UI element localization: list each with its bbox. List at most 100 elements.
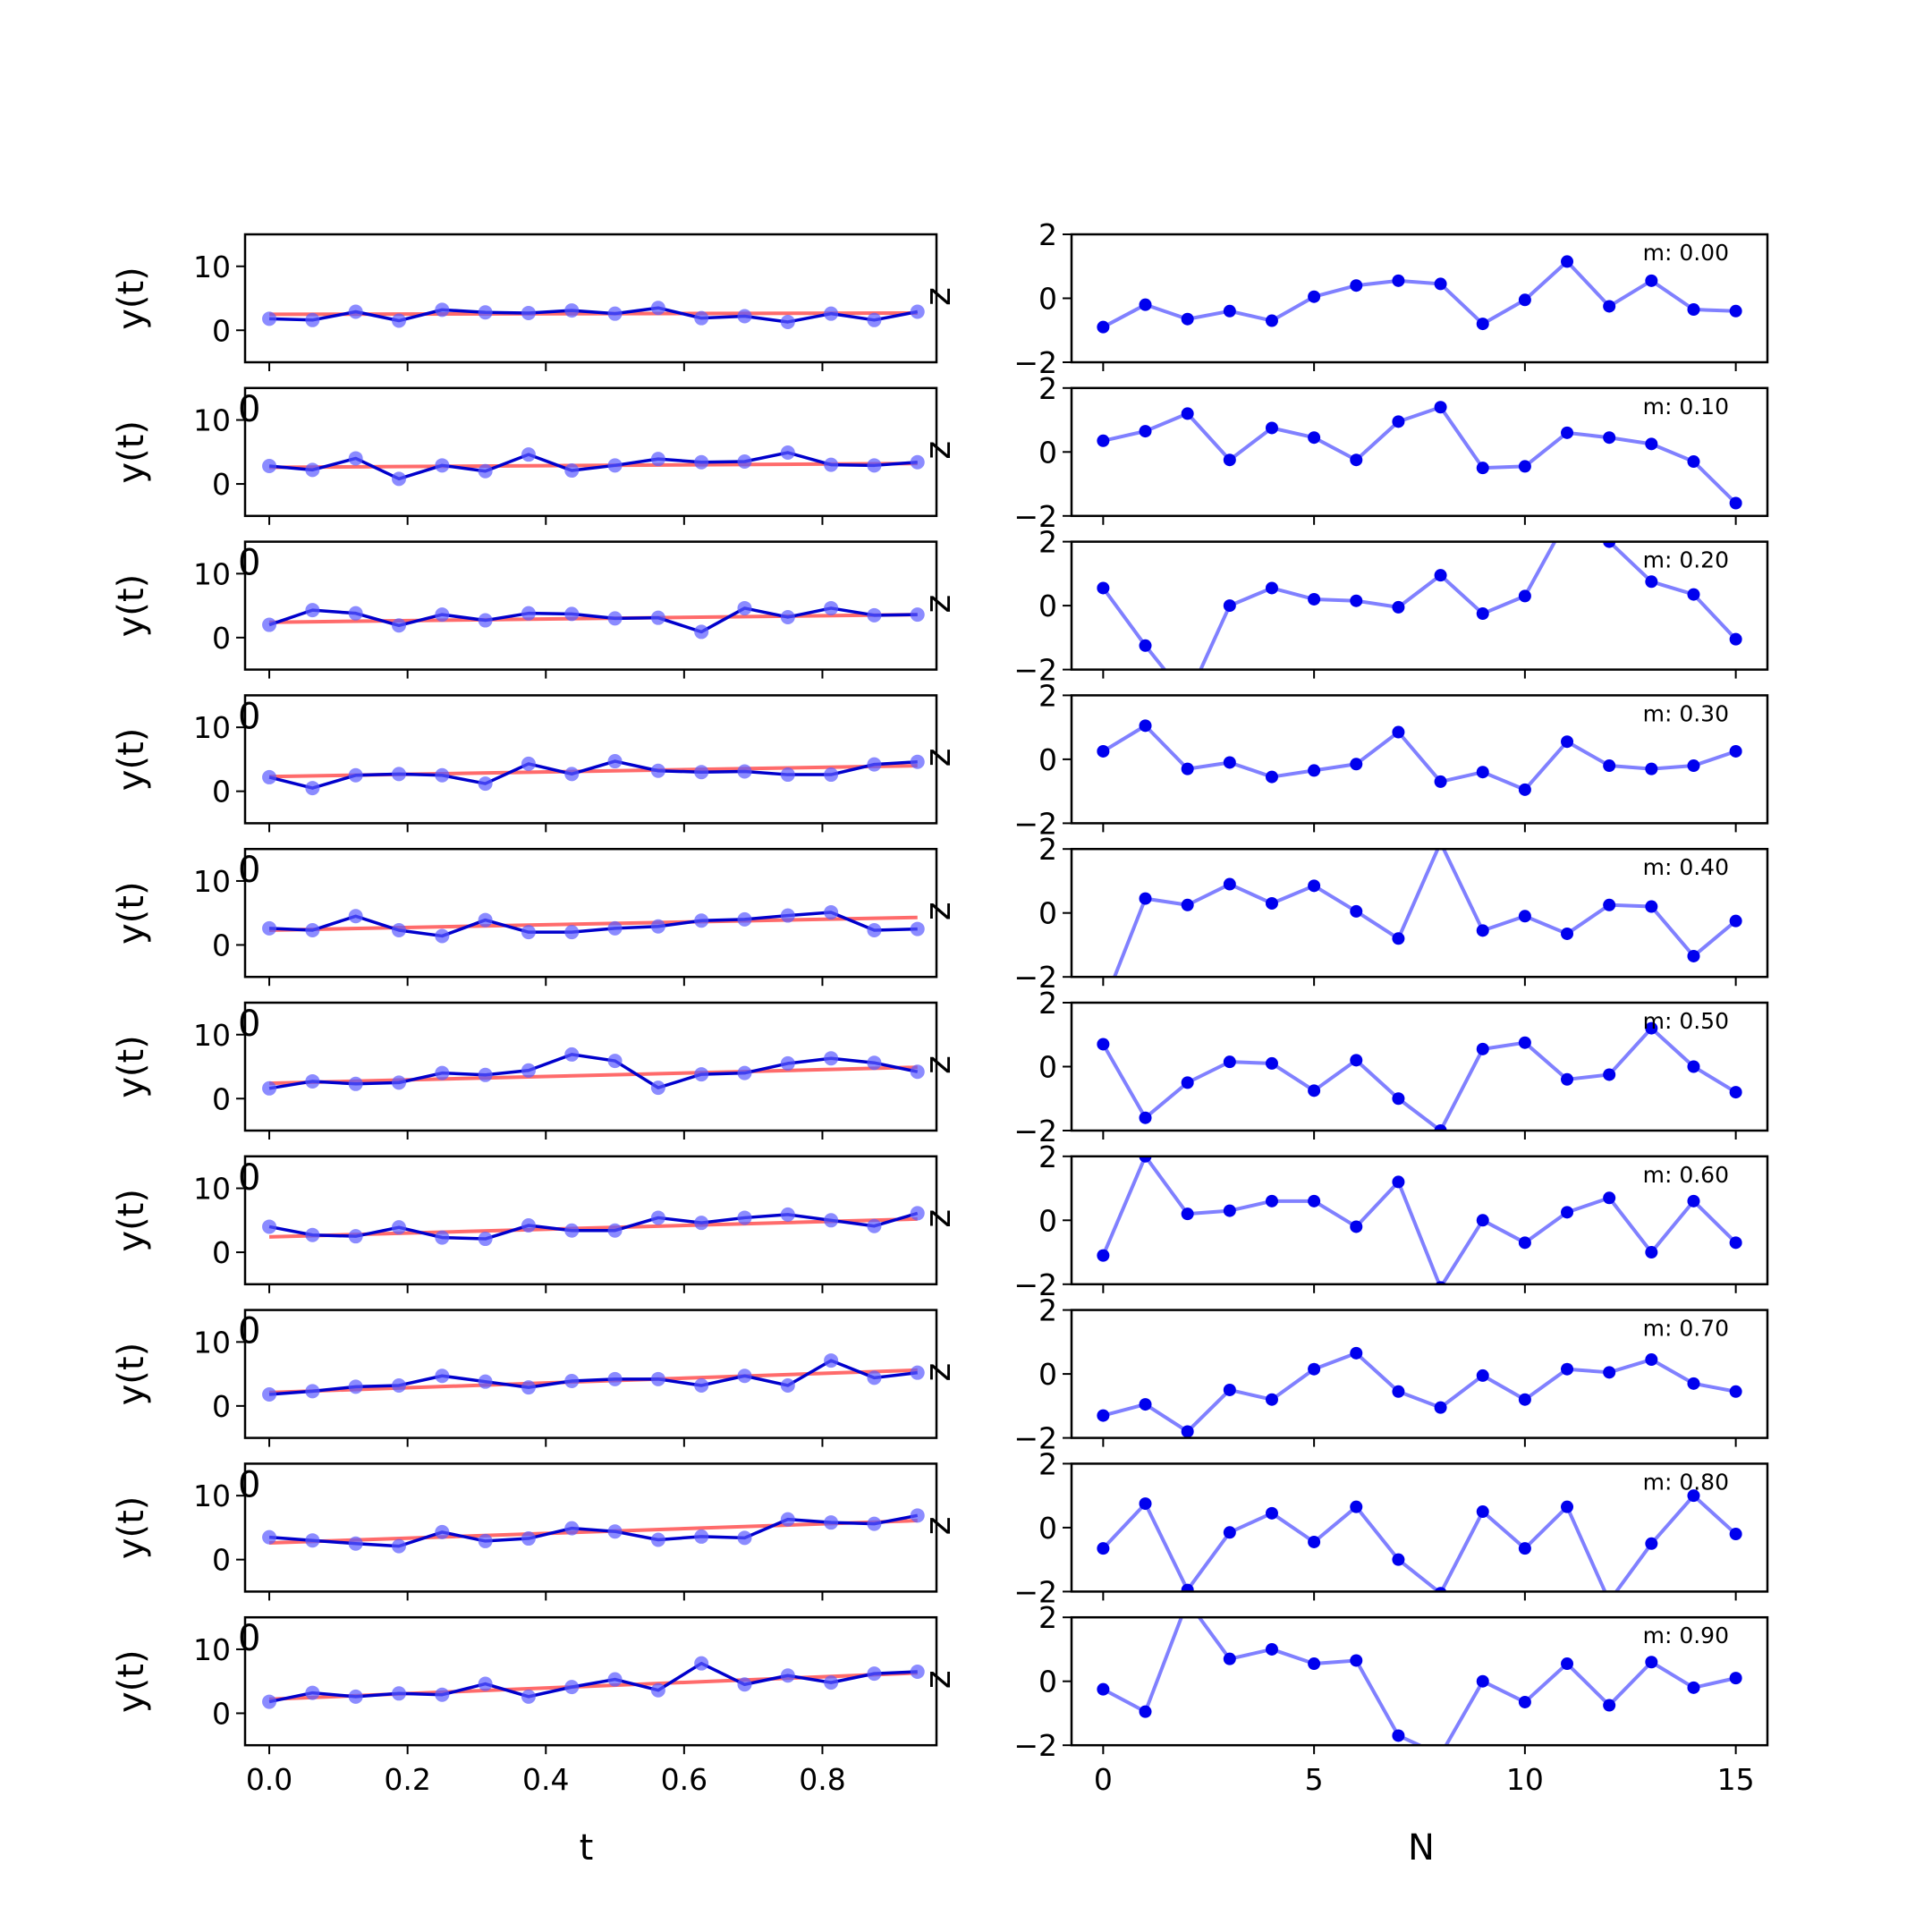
data-point — [262, 1386, 277, 1402]
data-point — [1729, 632, 1742, 646]
data-point — [694, 913, 709, 928]
data-point — [607, 1223, 623, 1238]
data-point — [1181, 1208, 1194, 1221]
data-point — [1434, 1401, 1447, 1414]
y-axis-label: y(t) — [111, 267, 152, 330]
left-series-group — [262, 600, 925, 640]
data-point — [564, 463, 580, 479]
data-point — [1265, 770, 1278, 784]
data-point — [1181, 1425, 1194, 1438]
y-axis-label: y(t) — [111, 420, 152, 484]
data-point — [1392, 1553, 1405, 1566]
data-point — [1687, 1377, 1700, 1390]
data-point — [391, 1686, 406, 1701]
data-point — [1308, 592, 1321, 606]
observed-line — [268, 1359, 918, 1396]
data-point — [1518, 1695, 1531, 1708]
data-point — [435, 1368, 450, 1384]
data-point — [1729, 1528, 1742, 1541]
residual-line — [1102, 724, 1737, 792]
left-series-group — [262, 1656, 925, 1709]
data-point — [521, 1063, 536, 1078]
data-point — [1139, 1497, 1152, 1511]
data-point — [1518, 460, 1531, 473]
data-point — [435, 928, 450, 944]
data-point — [1645, 1021, 1658, 1035]
data-point — [824, 1515, 839, 1530]
residual-line — [1102, 259, 1736, 329]
panel-label: m: 0.20 — [1643, 547, 1729, 573]
data-point — [305, 312, 320, 327]
plot-area — [1072, 541, 1767, 670]
y-tick-label: 0 — [1038, 1050, 1057, 1085]
data-point — [1687, 1489, 1700, 1503]
data-point — [1223, 304, 1236, 318]
data-point — [1476, 1505, 1489, 1519]
data-point — [1729, 304, 1742, 318]
data-point — [867, 923, 882, 938]
data-point — [391, 923, 406, 938]
y-axis-label: y(t) — [111, 1343, 152, 1406]
x-tick-label: 0.8 — [799, 1762, 845, 1797]
data-point — [1687, 1681, 1700, 1694]
right-panel-5: m: 0.50 −2 0 2 z — [918, 986, 1769, 1148]
data-point — [348, 304, 363, 319]
data-point — [1139, 719, 1152, 733]
data-point — [867, 458, 882, 473]
data-point — [824, 306, 839, 321]
axes-frame — [243, 1462, 938, 1593]
data-point — [391, 1538, 406, 1554]
data-point — [1645, 900, 1658, 913]
data-point — [1561, 927, 1574, 940]
data-point — [650, 1532, 665, 1547]
data-point — [910, 754, 925, 769]
panel-label: m: 0.30 — [1643, 700, 1729, 726]
data-point — [478, 1374, 493, 1389]
left-series-group — [262, 445, 925, 487]
data-point — [1476, 766, 1489, 779]
plot-area — [245, 541, 936, 670]
data-point — [478, 1533, 493, 1548]
data-point — [478, 1676, 493, 1691]
y-tick-label: 0 — [212, 313, 231, 348]
left-series-group — [262, 1206, 925, 1247]
y-tick-label: 2 — [1038, 986, 1057, 1021]
data-point — [1265, 1393, 1278, 1406]
data-point — [1097, 1542, 1110, 1555]
panel-label: m: 0.40 — [1643, 854, 1729, 880]
data-point — [1476, 607, 1489, 621]
right-panel-9: m: 0.90 −2 0 2 0 5 10 15 z — [918, 1600, 1769, 1797]
data-point — [867, 1666, 882, 1682]
data-point — [1518, 1542, 1531, 1555]
data-point — [521, 925, 536, 940]
data-point — [824, 457, 839, 472]
data-point — [564, 767, 580, 782]
data-point — [1518, 783, 1531, 796]
data-point — [564, 1521, 580, 1536]
data-point — [564, 925, 580, 940]
data-point — [305, 1533, 320, 1548]
right-series-group — [1097, 255, 1742, 334]
data-point — [348, 1076, 363, 1091]
data-point — [650, 1371, 665, 1386]
plot-area — [245, 695, 936, 824]
data-point — [1139, 298, 1152, 311]
data-point — [1350, 904, 1363, 918]
data-point — [564, 303, 580, 318]
data-point — [305, 603, 320, 618]
y-tick-label: 0 — [212, 775, 231, 809]
data-point — [650, 763, 665, 778]
y-tick-label: −2 — [1013, 806, 1057, 841]
data-point — [1729, 496, 1742, 510]
plot-area — [245, 387, 936, 516]
y-tick-label: −2 — [1013, 499, 1057, 534]
data-point — [521, 1531, 536, 1546]
data-point — [824, 904, 839, 919]
data-point — [521, 1689, 536, 1704]
panel-label: m: 0.80 — [1643, 1469, 1729, 1495]
data-point — [564, 1046, 580, 1062]
data-point — [1181, 1076, 1194, 1089]
y-axis-label: y(t) — [111, 881, 152, 945]
